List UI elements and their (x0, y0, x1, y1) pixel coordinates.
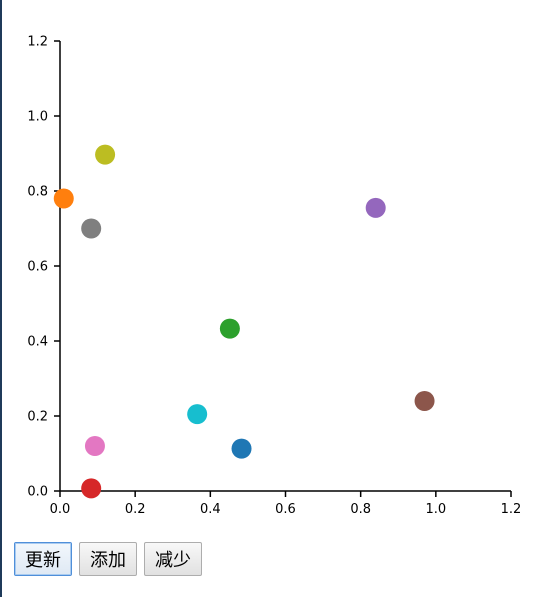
toolbar: 更新 添加 减少 (14, 542, 202, 576)
y-tick-label: 0.0 (27, 485, 48, 500)
x-tick-label: 1.2 (501, 502, 522, 517)
y-tick-label: 0.4 (27, 335, 48, 350)
scatter-point (219, 318, 240, 339)
x-tick-label: 0.4 (200, 502, 221, 517)
scatter-point (84, 436, 105, 456)
scatter-point (414, 391, 435, 411)
scatter-point (81, 478, 102, 499)
scatter-points (53, 144, 435, 499)
scatter-point (95, 144, 116, 165)
x-tick-label: 1.0 (425, 502, 446, 517)
remove-button[interactable]: 减少 (144, 542, 202, 576)
add-button[interactable]: 添加 (79, 542, 137, 576)
scatter-point (365, 197, 386, 218)
scatter-point (231, 438, 252, 459)
y-tick-label: 1.2 (27, 35, 48, 50)
y-axis: 0.0 0.2 0.4 0.6 0.8 1.0 1.2 (27, 35, 61, 500)
x-axis: 0.0 0.2 0.4 0.6 0.8 1.0 1.2 (50, 490, 522, 517)
x-tick-label: 0.6 (275, 502, 296, 517)
y-tick-label: 0.6 (27, 260, 48, 275)
y-tick-label: 1.0 (27, 110, 48, 125)
x-tick-label: 0.2 (125, 502, 146, 517)
scatter-chart: 0.0 0.2 0.4 0.6 0.8 1.0 1.2 0.0 0.2 0.4 0.6 0.8 1.0… (27, 35, 522, 518)
x-tick-label: 0.8 (350, 502, 371, 517)
scatter-point (187, 404, 208, 425)
y-tick-label: 0.8 (27, 185, 48, 200)
x-tick-label: 0.0 (50, 502, 71, 517)
update-button[interactable]: 更新 (14, 542, 72, 576)
scatter-point (53, 188, 74, 209)
y-tick-label: 0.2 (27, 410, 48, 425)
scatter-point (81, 218, 102, 239)
